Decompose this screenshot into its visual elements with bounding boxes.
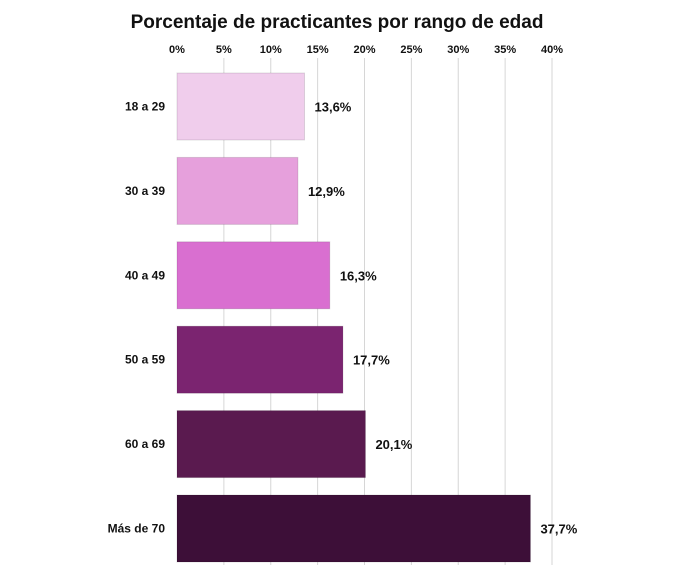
x-tick-label-40: 40%: [541, 44, 563, 56]
x-tick-label-30: 30%: [447, 44, 469, 56]
bar-6: [176, 494, 531, 563]
category-label-6: Más de 70: [108, 522, 166, 536]
x-tick-label-25: 25%: [400, 44, 422, 56]
x-tick-label-35: 35%: [494, 44, 516, 56]
bars: [176, 72, 531, 563]
value-label-2: 12,9%: [308, 184, 345, 199]
bar-4: [176, 325, 344, 394]
value-label-1: 13,6%: [315, 100, 352, 115]
category-label-5: 60 a 69: [125, 437, 165, 451]
category-label-3: 40 a 49: [125, 268, 165, 282]
value-label-3: 16,3%: [340, 268, 377, 283]
x-axis-tick-labels: 0% 5% 10% 15% 20% 25% 30% 35% 40%: [169, 44, 563, 56]
x-tick-label-20: 20%: [353, 44, 375, 56]
bar-1: [176, 72, 305, 141]
value-label-4: 17,7%: [353, 353, 390, 368]
gridlines: [223, 58, 553, 565]
value-labels: 13,6% 12,9% 16,3% 17,7% 20,1% 37,7%: [308, 100, 578, 537]
bar-2: [176, 156, 299, 225]
value-label-5: 20,1%: [375, 437, 412, 452]
bar-3: [176, 241, 331, 310]
chart-title: Porcentaje de practicantes por rango de …: [131, 12, 544, 33]
category-labels: 18 a 29 30 a 39 40 a 49 50 a 59 60 a 69 Más d…: [108, 100, 166, 536]
bar-5: [176, 410, 366, 479]
x-tick-label-5: 5%: [216, 44, 232, 56]
category-label-1: 18 a 29: [125, 100, 165, 114]
value-label-6: 37,7%: [540, 522, 577, 537]
category-label-4: 50 a 59: [125, 353, 165, 367]
x-tick-label-0: 0%: [169, 44, 185, 56]
x-tick-label-15: 15%: [307, 44, 329, 56]
x-tick-label-10: 10%: [260, 44, 282, 56]
category-label-2: 30 a 39: [125, 184, 165, 198]
